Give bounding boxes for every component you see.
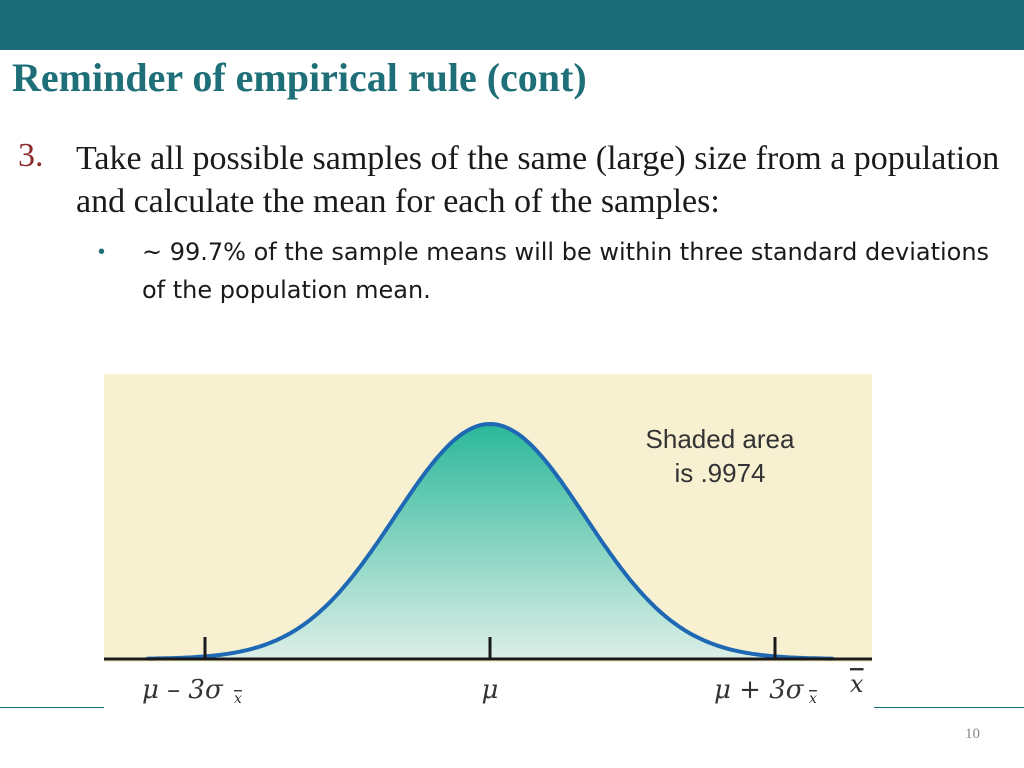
tick-label-right-subscript: x (809, 691, 817, 707)
axis-variable-label: x (850, 670, 864, 698)
page-number: 10 (965, 726, 980, 742)
slide-title: Reminder of empirical rule (cont) (12, 55, 587, 100)
axis-label-area (104, 662, 874, 708)
tick-label-right: μ + 3σ (714, 675, 805, 705)
annotation-line-1: Shaded area (646, 424, 795, 454)
footer-rule-right (874, 707, 1024, 708)
tick-label-center: μ (482, 675, 499, 705)
header-bar (0, 0, 1024, 50)
sub-bullet-text: ~ 99.7% of the sample means will be with… (142, 238, 990, 304)
annotation-line-2: is .9974 (674, 458, 765, 488)
shaded-area (205, 424, 775, 659)
tick-label-left-subscript: x (234, 691, 242, 707)
normal-curve-line (146, 421, 834, 661)
footer-rule-left (0, 707, 104, 708)
bullet-dot-icon: • (98, 241, 106, 263)
list-item-text: Take all possible samples of the same (l… (76, 140, 1000, 220)
tick-label-left: μ – 3σ (142, 675, 224, 705)
list-item-number: 3. (18, 137, 44, 174)
